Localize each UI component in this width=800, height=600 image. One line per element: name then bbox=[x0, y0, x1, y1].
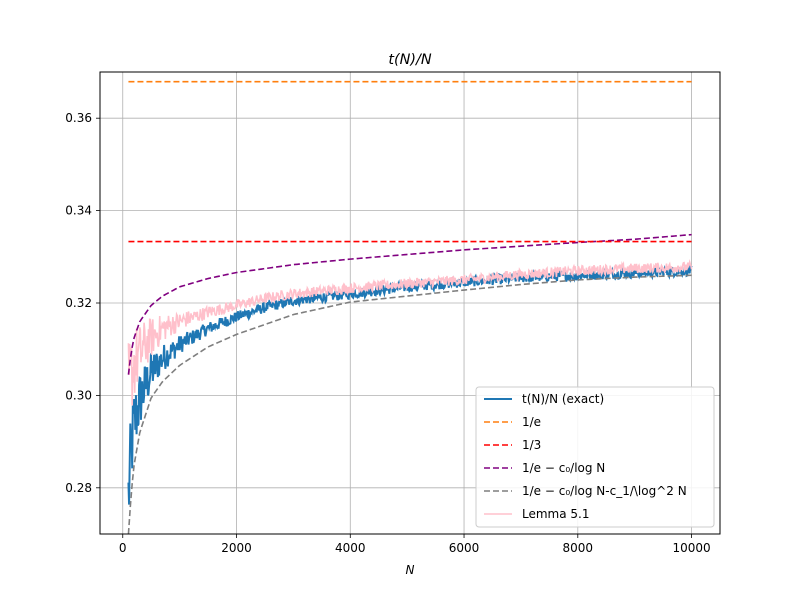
legend-box bbox=[475, 386, 715, 528]
series-layer bbox=[127, 80, 693, 534]
y-tick-label: 0.36 bbox=[65, 111, 92, 125]
x-tick-label: 8000 bbox=[563, 541, 594, 555]
x-axis-label: N bbox=[406, 563, 415, 577]
series-line-5 bbox=[127, 259, 693, 406]
series-line-0 bbox=[127, 264, 693, 505]
y-tick-label: 0.34 bbox=[65, 204, 92, 218]
legend: t(N)/N (exact) 1/e 1/3 1/e − c₀/log N 1/e − … bbox=[475, 386, 715, 528]
y-tick-label: 0.32 bbox=[65, 296, 92, 310]
legend-label: 1/e − c₀/log N bbox=[522, 461, 605, 475]
grid bbox=[100, 72, 720, 534]
legend-label: 1/e bbox=[522, 415, 541, 429]
y-tick-label: 0.30 bbox=[65, 388, 92, 402]
series-line-3 bbox=[127, 233, 692, 375]
x-axis: 0 2000 4000 6000 8000 10000 bbox=[119, 534, 711, 555]
chart-title: t(N)/N bbox=[388, 52, 431, 68]
y-tick-label: 0.28 bbox=[65, 481, 92, 495]
legend-label: t(N)/N (exact) bbox=[522, 392, 604, 406]
x-tick-label: 2000 bbox=[221, 541, 252, 555]
legend-label: Lemma 5.1 bbox=[522, 507, 590, 521]
x-tick-label: 10000 bbox=[672, 541, 710, 555]
legend-label: 1/3 bbox=[522, 438, 541, 452]
series-line-4 bbox=[127, 274, 692, 534]
x-tick-label: 0 bbox=[119, 541, 127, 555]
y-axis: 0.28 0.30 0.32 0.34 0.36 bbox=[65, 111, 100, 495]
x-tick-label: 6000 bbox=[449, 541, 480, 555]
legend-label: 1/e − c₀/log N-c_1/\log^2 N bbox=[522, 484, 687, 498]
x-tick-label: 4000 bbox=[335, 541, 366, 555]
